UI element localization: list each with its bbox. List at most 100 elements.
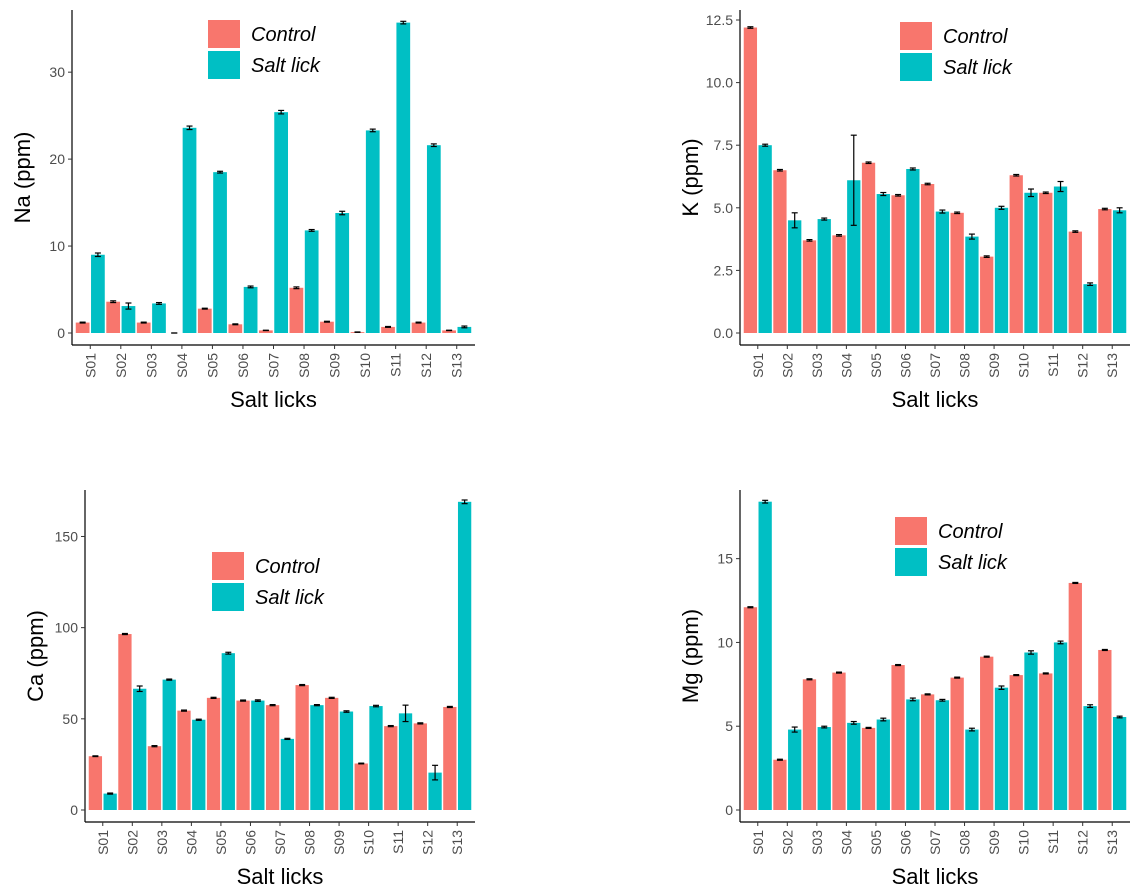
x-tick-label-k: S03	[809, 353, 825, 378]
bar-na-control-S11	[381, 326, 395, 333]
y-axis-title-na: Na (ppm)	[10, 132, 35, 224]
bar-na-control-S03	[136, 322, 151, 333]
bar-na-control-S13	[442, 330, 456, 333]
legend-na: Control Salt lick	[208, 20, 321, 79]
y-tick-label-na: 20	[49, 151, 65, 167]
bar-mg-salt-lick-S11	[1053, 642, 1068, 810]
x-tick-label-na: S09	[327, 353, 343, 378]
errorbar-k-0-S03	[806, 239, 813, 242]
x-tick-label-ca: S03	[154, 830, 170, 855]
errorbar-na-0-S03	[140, 321, 147, 324]
errorbar-ca-1-S13	[461, 499, 468, 505]
y-tick-label-k: 0.0	[714, 325, 734, 341]
bar-ca-control-S06	[236, 700, 250, 810]
errorbar-k-1-S12	[1087, 282, 1094, 287]
y-axis-title-k: K (ppm)	[678, 138, 703, 216]
y-tick-label-ca: 150	[55, 528, 79, 544]
bar-k-salt-lick-S02	[788, 220, 802, 333]
bar-mg-salt-lick-S01	[758, 501, 772, 810]
bar-ca-salt-lick-S10	[369, 706, 383, 810]
legend-key-na-1	[208, 51, 240, 79]
errorbar-k-0-S07	[924, 182, 931, 186]
bar-ca-control-S13	[443, 706, 457, 810]
bar-k-salt-lick-S05	[876, 194, 890, 333]
x-tick-label-ca: S10	[361, 830, 377, 855]
bar-mg-salt-lick-S04	[847, 722, 861, 810]
bar-na-salt-lick-S01	[91, 254, 105, 333]
legend-label-ca-1: Salt lick	[255, 587, 325, 609]
bar-k-control-S03	[802, 240, 817, 333]
errorbar-na-0-S06	[232, 323, 239, 326]
legend-label-ca-0: Control	[255, 556, 320, 578]
bar-k-control-S08	[950, 212, 964, 333]
errorbar-k-0-S05	[865, 161, 872, 165]
errorbar-ca-0-S06	[240, 699, 247, 702]
bar-mg-control-S11	[1039, 673, 1053, 810]
bar-na-salt-lick-S06	[243, 286, 258, 333]
x-tick-label-mg: S03	[809, 830, 825, 855]
bar-na-salt-lick-S04	[182, 127, 197, 333]
errorbar-ca-1-S08	[313, 703, 320, 707]
errorbar-ca-0-S02	[121, 632, 128, 636]
errorbar-ca-1-S04	[195, 718, 202, 721]
bar-na-salt-lick-S12	[426, 145, 441, 333]
bar-na-salt-lick-S07	[274, 112, 288, 333]
x-tick-label-k: S13	[1104, 353, 1120, 378]
legend-key-ca-1	[212, 583, 244, 611]
bar-k-control-S04	[832, 235, 846, 333]
x-tick-label-k: S10	[1016, 353, 1032, 378]
x-tick-label-na: S04	[174, 353, 190, 378]
x-tick-label-k: S02	[779, 353, 795, 378]
bar-na-salt-lick-S05	[213, 172, 227, 333]
x-tick-label-k: S06	[897, 353, 913, 378]
bar-ca-salt-lick-S12	[428, 772, 442, 810]
bar-k-control-S12	[1068, 231, 1082, 333]
errorbar-na-1-S03	[155, 301, 162, 305]
y-tick-label-k: 5.0	[714, 200, 734, 216]
bar-mg-control-S12	[1068, 582, 1082, 810]
errorbar-mg-0-S12	[1072, 581, 1079, 585]
x-axis-title-ca: Salt licks	[237, 864, 324, 889]
x-tick-label-k: S05	[868, 353, 884, 378]
x-tick-label-na: S13	[449, 353, 465, 378]
errorbar-na-1-S09	[339, 210, 346, 216]
x-tick-label-na: S02	[113, 353, 129, 378]
y-tick-label-mg: 15	[717, 551, 733, 567]
y-tick-label-na: 30	[49, 64, 65, 80]
errorbar-na-1-S11	[400, 20, 407, 25]
y-tick-label-mg: 5	[725, 718, 733, 734]
errorbar-ca-0-S05	[210, 696, 217, 700]
x-tick-label-ca: S06	[242, 830, 258, 855]
x-tick-label-ca: S07	[272, 830, 288, 855]
errorbar-ca-1-S01	[107, 792, 114, 795]
legend-label-na-0: Control	[251, 24, 316, 46]
errorbar-k-1-S03	[821, 217, 828, 221]
legend-ca: Control Salt lick	[212, 552, 325, 611]
x-tick-label-ca: S04	[183, 830, 199, 855]
x-tick-label-ca: S01	[95, 830, 111, 855]
bar-mg-control-S08	[950, 677, 964, 810]
y-tick-label-ca: 0	[70, 802, 78, 818]
x-tick-label-mg: S05	[868, 830, 884, 855]
x-tick-label-k: S11	[1045, 353, 1061, 377]
bar-na-salt-lick-S11	[396, 22, 411, 334]
x-tick-label-k: S08	[957, 353, 973, 378]
panel-ca: 0 50 100 150 S01 S02 S03 S04 S05 S06 S07 S08 S09 S10 S…	[23, 490, 475, 889]
errorbar-ca-1-S05	[225, 651, 232, 655]
errorbar-mg-1-S07	[939, 698, 946, 702]
errorbar-na-0-S08	[293, 286, 300, 290]
bar-na-control-S06	[228, 324, 243, 333]
errorbar-ca-1-S07	[284, 737, 291, 741]
errorbar-mg-0-S01	[747, 606, 754, 609]
x-tick-label-ca: S12	[420, 830, 436, 855]
errorbar-mg-1-S02	[791, 726, 798, 733]
x-tick-label-mg: S12	[1075, 830, 1091, 855]
legend-mg: Control Salt lick	[895, 517, 1008, 576]
x-tick-label-ca: S13	[449, 830, 465, 855]
bar-k-control-S05	[861, 162, 876, 333]
errorbar-k-1-S09	[998, 205, 1005, 210]
errorbar-k-1-S07	[939, 209, 946, 214]
y-tick-label-ca: 50	[62, 711, 78, 727]
bar-k-control-S06	[891, 195, 905, 333]
x-tick-label-na: S07	[266, 353, 282, 378]
